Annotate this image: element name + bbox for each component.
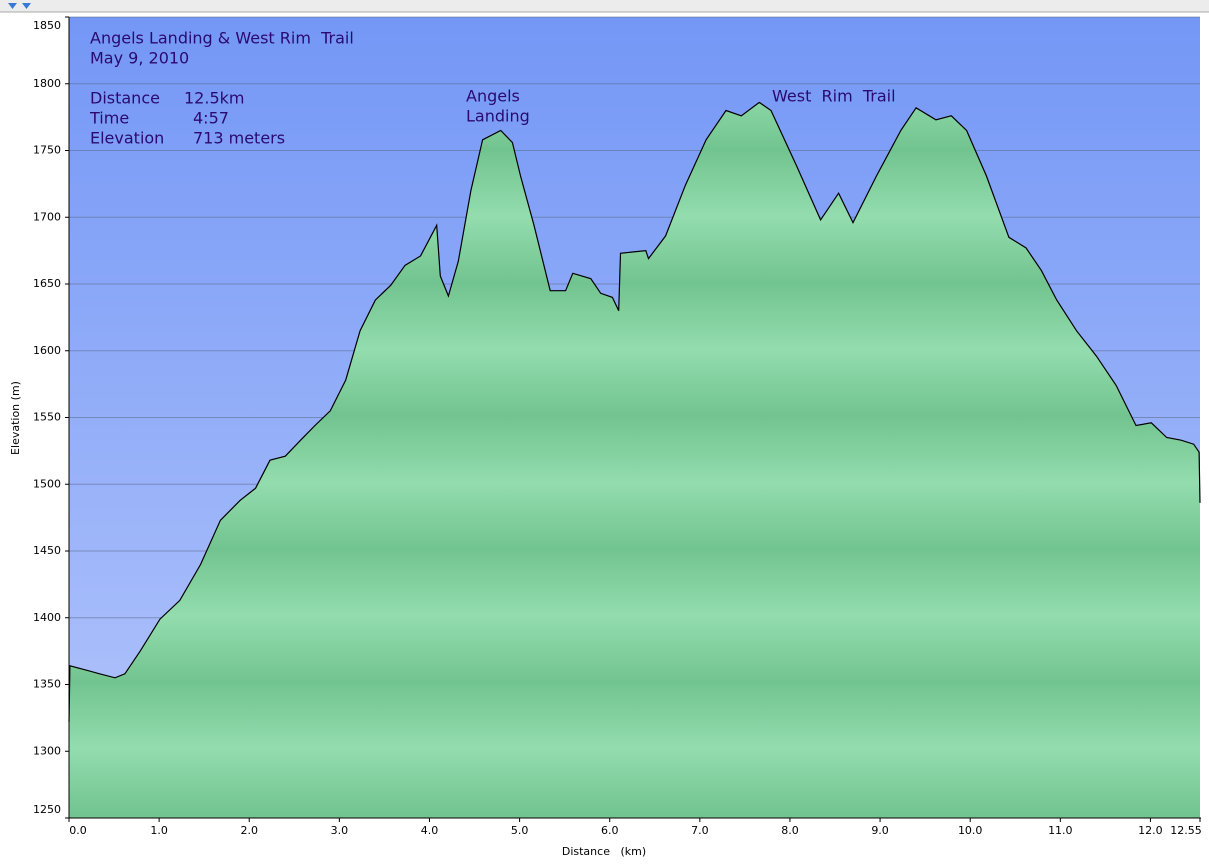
y-tick-label: 1400 [33, 611, 61, 624]
y-tick-label: 1350 [33, 678, 61, 691]
area-fill [69, 102, 1200, 818]
y-tick-label: 1700 [33, 210, 61, 223]
x-tick-label: 12.55 [1170, 824, 1202, 837]
x-tick-label: 2.0 [240, 824, 258, 837]
x-tick-label: 10.0 [958, 824, 983, 837]
x-tick-label: 4.0 [421, 824, 439, 837]
y-tick-label: 1550 [33, 411, 61, 424]
y-tick-label: 1650 [33, 277, 61, 290]
chart-subtitle: May 9, 2010 [90, 49, 189, 68]
peak-annotation: Angels [466, 87, 520, 106]
x-tick-label: 8.0 [781, 824, 799, 837]
profile-line [68, 101, 1201, 722]
y-axis-title: Elevation (m) [9, 381, 22, 455]
y-tick-label: 1600 [33, 344, 61, 357]
peak-annotation: Landing [466, 107, 530, 126]
x-tick-label: 9.0 [871, 824, 889, 837]
y-tick-label: 1500 [33, 477, 61, 490]
toolbar-icon[interactable] [22, 3, 31, 9]
y-tick-label: 1850 [33, 19, 61, 32]
x-tick-label: 5.0 [511, 824, 529, 837]
toolbar [0, 0, 1209, 12]
x-tick-label: 12.0 [1138, 824, 1163, 837]
toolbar-icon[interactable] [8, 3, 17, 9]
stat-label: Elevation [90, 129, 164, 148]
x-axis-title: Distance (km) [562, 845, 646, 858]
x-tick-label: 1.0 [150, 824, 168, 837]
stat-value: 713 meters [193, 129, 285, 148]
stat-value: 12.5km [184, 89, 244, 108]
stat-value: 4:57 [193, 109, 229, 128]
y-tick-label: 1250 [33, 803, 61, 816]
y-tick-label: 1450 [33, 544, 61, 557]
y-tick-label: 1300 [33, 744, 61, 757]
y-tick-label: 1750 [33, 144, 61, 157]
x-tick-label: 0.0 [69, 824, 87, 837]
stat-label: Distance [90, 89, 160, 108]
peak-annotation: West Rim Trail [772, 87, 896, 106]
x-tick-label: 11.0 [1048, 824, 1073, 837]
x-tick-label: 6.0 [601, 824, 619, 837]
stat-label: Time [89, 109, 129, 128]
x-tick-label: 7.0 [691, 824, 709, 837]
x-tick-label: 3.0 [331, 824, 349, 837]
chart-title: Angels Landing & West Rim Trail [90, 29, 354, 48]
y-tick-label: 1800 [33, 77, 61, 90]
